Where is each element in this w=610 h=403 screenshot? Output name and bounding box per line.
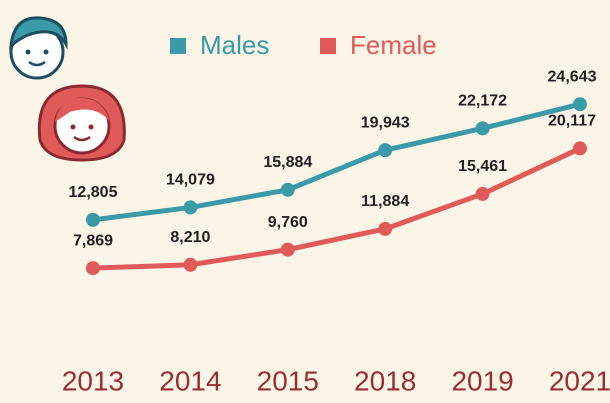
x-tick-label: 2021 xyxy=(549,365,610,396)
male-icon xyxy=(11,18,66,78)
x-tick-label: 2018 xyxy=(354,365,416,396)
data-point xyxy=(573,141,587,155)
legend-swatch xyxy=(170,38,186,54)
data-point xyxy=(281,183,295,197)
data-label: 22,172 xyxy=(458,93,507,110)
data-label: 11,884 xyxy=(361,193,409,210)
x-tick-label: 2015 xyxy=(257,365,319,396)
legend-label: Males xyxy=(200,30,269,60)
data-point xyxy=(378,143,392,157)
data-label: 20,117 xyxy=(548,113,596,130)
female-icon xyxy=(39,86,124,160)
data-label: 7,869 xyxy=(73,232,113,249)
data-point xyxy=(281,243,295,257)
legend-label: Female xyxy=(350,30,437,60)
data-label: 19,943 xyxy=(361,114,410,131)
data-point xyxy=(476,121,490,135)
data-label: 15,461 xyxy=(458,158,507,175)
x-tick-label: 2019 xyxy=(451,365,513,396)
data-point xyxy=(86,261,100,275)
data-label: 15,884 xyxy=(263,154,312,171)
data-label: 8,210 xyxy=(170,229,210,246)
data-point xyxy=(573,97,587,111)
data-label: 14,079 xyxy=(166,172,215,189)
data-point xyxy=(86,213,100,227)
data-point xyxy=(183,200,197,214)
data-point xyxy=(476,187,490,201)
background xyxy=(0,0,610,403)
chart: 2013 2014 2015 2018 2019 2021 Males Female 12,80… xyxy=(0,0,610,403)
data-point xyxy=(183,258,197,272)
x-tick-label: 2013 xyxy=(62,365,124,396)
data-label: 9,760 xyxy=(268,214,308,231)
data-point xyxy=(378,222,392,236)
x-tick-label: 2014 xyxy=(159,365,221,396)
data-label: 12,805 xyxy=(69,184,118,201)
data-label: 24,643 xyxy=(548,68,597,85)
legend-swatch xyxy=(320,38,336,54)
page: 2013 2014 2015 2018 2019 2021 Males Female 12,80… xyxy=(0,0,610,403)
